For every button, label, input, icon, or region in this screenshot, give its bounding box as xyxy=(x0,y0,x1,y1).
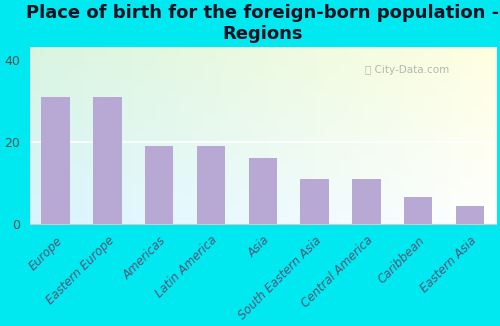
Bar xyxy=(404,197,432,224)
Bar xyxy=(248,158,277,224)
Text: ⓘ City-Data.com: ⓘ City-Data.com xyxy=(366,65,450,75)
Bar xyxy=(197,146,226,224)
Bar xyxy=(93,96,122,224)
Title: Place of birth for the foreign-born population -
Regions: Place of birth for the foreign-born popu… xyxy=(26,4,500,43)
Bar xyxy=(456,206,484,224)
Bar xyxy=(300,179,329,224)
Bar xyxy=(145,146,174,224)
Bar xyxy=(42,96,70,224)
Bar xyxy=(352,179,380,224)
